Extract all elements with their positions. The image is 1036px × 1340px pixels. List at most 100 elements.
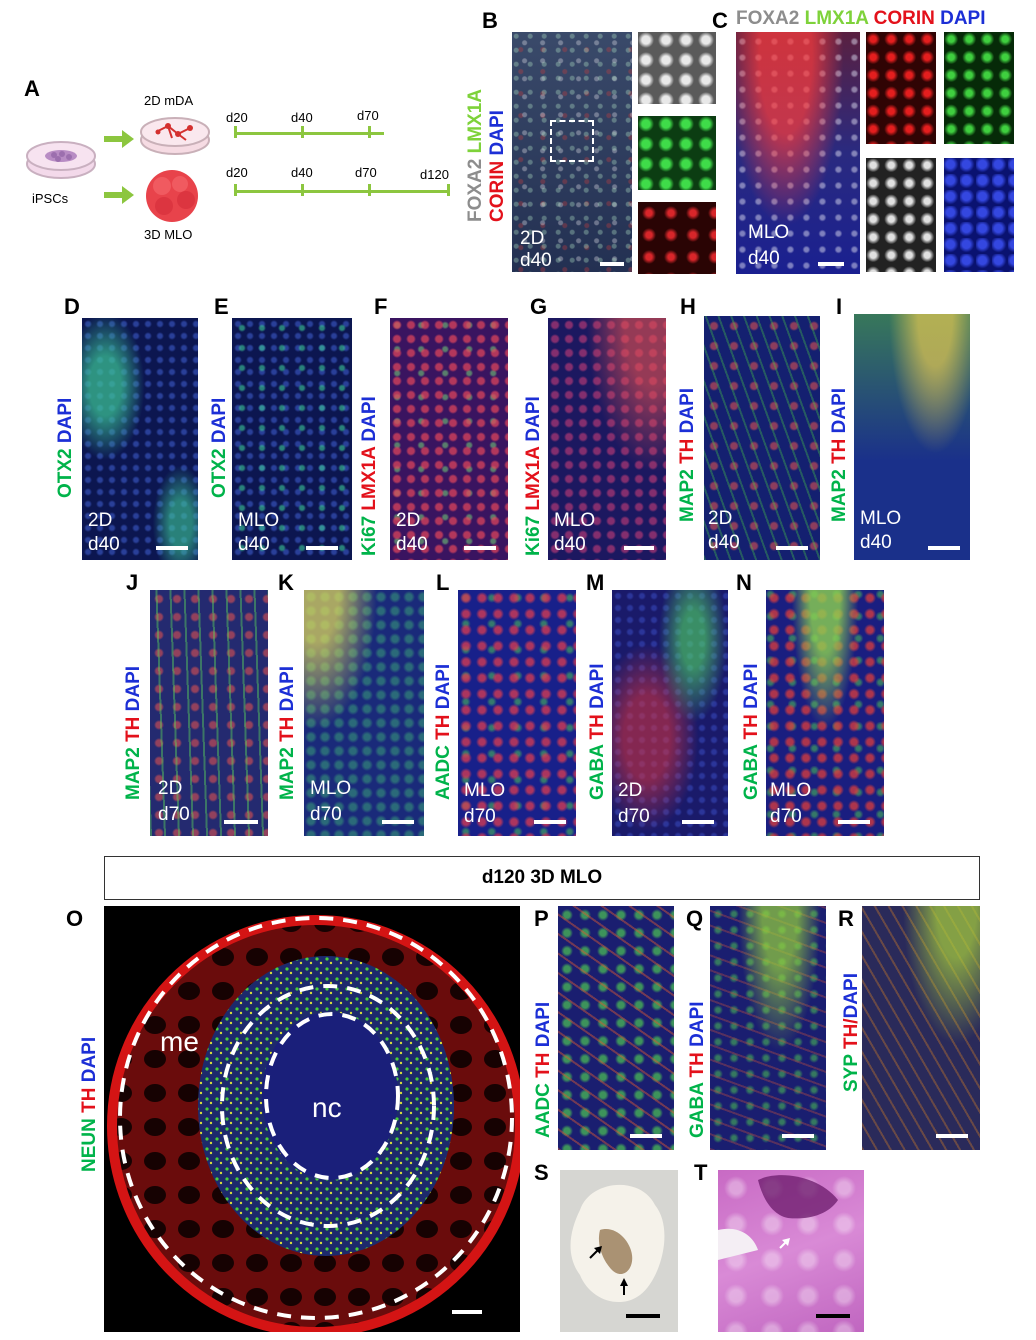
stain-label-o: NEUN TH DAPI	[79, 1036, 100, 1172]
condition-label: MLO	[310, 778, 352, 799]
scale-bar	[600, 262, 624, 266]
micrograph-l: MLO d70	[458, 590, 576, 836]
timepoint-label: d40	[860, 532, 892, 553]
scale-bar	[782, 1134, 814, 1138]
organoid-icon	[142, 168, 202, 224]
timepoint-label: d70	[158, 804, 190, 825]
micrograph-f: 2D d40	[390, 318, 508, 560]
micrograph-g: MLO d40	[548, 318, 666, 560]
timepoint-label: d70	[464, 806, 496, 827]
micrograph-e: MLO d40	[232, 318, 352, 560]
condition-label: 2D	[88, 510, 113, 531]
panel-label-b: B	[482, 8, 498, 33]
condition-label: MLO	[464, 780, 506, 801]
panel-label-s: S	[534, 1160, 549, 1185]
histology-t	[718, 1170, 864, 1332]
scale-bar	[624, 546, 654, 550]
scale-bar	[626, 1314, 660, 1318]
micrograph-p	[558, 906, 674, 1150]
timeline-tick-label: d20	[226, 165, 248, 180]
timepoint-label: d40	[554, 534, 586, 555]
timepoint-label: d40	[748, 248, 780, 269]
region-label-me: me	[160, 1026, 199, 1057]
section-header-box: d120 3D MLO	[104, 856, 980, 900]
scale-bar	[382, 820, 414, 824]
inset-foxa2-c	[866, 158, 936, 272]
photo-s	[560, 1170, 678, 1332]
panel-label-j: J	[126, 570, 139, 595]
arrow-icon	[104, 130, 134, 148]
panel-label-f: F	[374, 294, 388, 319]
stain-label-i: MAP2 TH DAPI	[829, 387, 850, 522]
timeline-tick-label: d40	[291, 110, 313, 125]
inset-foxa2	[638, 32, 716, 104]
condition-label: MLO	[238, 510, 280, 531]
panel-label-r: R	[838, 906, 854, 931]
label-3d-mlo: 3D MLO	[144, 227, 193, 242]
inset-lmx1a-c	[944, 32, 1014, 144]
panel-label-g: G	[530, 294, 548, 319]
condition-label: 2D	[618, 780, 643, 801]
panel-label-i: I	[836, 294, 843, 319]
panel-label-l: L	[436, 570, 450, 595]
stain-label-p: AADC TH DAPI	[533, 1001, 554, 1138]
micrograph-q	[710, 906, 826, 1150]
ipsc-dish-icon	[24, 130, 98, 186]
ipsc-label: iPSCs	[32, 191, 69, 206]
scale-bar	[630, 1134, 662, 1138]
scale-bar	[452, 1310, 482, 1314]
timepoint-label: d40	[396, 534, 428, 555]
stain-label-c: FOXA2 LMX1A CORIN DAPI	[736, 8, 986, 29]
stain-label-q: GABA TH DAPI	[687, 1001, 708, 1138]
panel-label-d: D	[64, 294, 80, 319]
timeline-2d	[234, 132, 384, 135]
timeline-tick-label: d70	[357, 108, 379, 123]
stain-label-l: AADC TH DAPI	[433, 663, 454, 800]
panel-label-c: C	[712, 8, 728, 33]
stain-label-k: MAP2 TH DAPI	[277, 665, 298, 800]
timepoint-label: d70	[310, 804, 342, 825]
stain-label-b2: CORIN DAPI	[487, 110, 508, 222]
condition-label: MLO	[748, 222, 790, 243]
stain-label-d: OTX2 DAPI	[55, 397, 76, 498]
region-label-nc: nc	[312, 1092, 342, 1123]
inset-corin-c	[866, 32, 936, 144]
condition-label: 2D	[520, 228, 545, 249]
micrograph-i: MLO d40	[854, 314, 970, 560]
scale-bar	[306, 546, 338, 550]
scale-bar	[928, 546, 960, 550]
scale-bar	[776, 546, 808, 550]
label-2d-mda: 2D mDA	[144, 93, 194, 108]
stain-label-n: GABA TH DAPI	[741, 663, 762, 800]
timepoint-label: d70	[618, 806, 650, 827]
scale-bar	[818, 262, 844, 266]
condition-label: MLO	[860, 508, 902, 529]
timepoint-label: d40	[88, 534, 120, 555]
micrograph-k: MLO d70	[304, 590, 424, 836]
stain-label-h: MAP2 TH DAPI	[677, 387, 698, 522]
panel-label-t: T	[694, 1160, 708, 1185]
stain-label-g: Ki67 LMX1A DAPI	[523, 396, 544, 556]
scale-bar	[156, 546, 188, 550]
scale-bar	[816, 1314, 850, 1318]
arrow-icon	[104, 186, 134, 204]
panel-label-p: P	[534, 906, 549, 931]
stain-label-b: FOXA2 LMX1A	[465, 88, 486, 222]
inset-dapi-c	[944, 158, 1014, 272]
timepoint-label: d40	[708, 532, 740, 553]
panel-label-k: K	[278, 570, 294, 595]
condition-label: MLO	[770, 780, 812, 801]
condition-label: MLO	[554, 510, 596, 531]
timeline-tick-label: d40	[291, 165, 313, 180]
timeline-tick-label: d120	[420, 167, 449, 182]
micrograph-o: me nc	[104, 906, 520, 1332]
panel-label-n: N	[736, 570, 752, 595]
stain-label-j: MAP2 TH DAPI	[123, 665, 144, 800]
timepoint-label: d40	[238, 534, 270, 555]
micrograph-r	[862, 906, 980, 1150]
scale-bar	[534, 820, 566, 824]
timepoint-label: d70	[770, 806, 802, 827]
micrograph-h: 2D d40	[704, 316, 820, 560]
scale-bar	[838, 820, 870, 824]
micrograph-d: 2D d40	[82, 318, 198, 560]
